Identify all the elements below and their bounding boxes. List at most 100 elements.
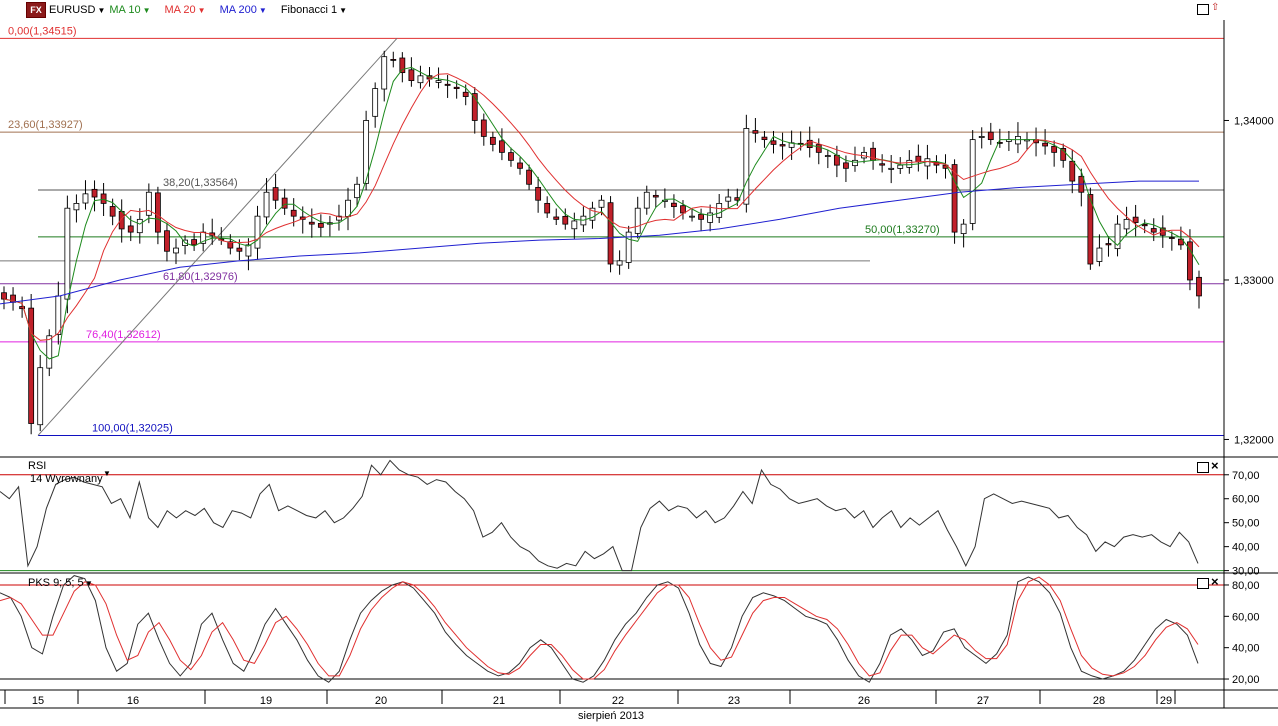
candle-body bbox=[363, 120, 370, 184]
ma20-label: MA 20 bbox=[164, 4, 196, 16]
candle-body bbox=[453, 86, 460, 89]
pks-tick-label: 60,00 bbox=[1232, 611, 1260, 623]
candle-body bbox=[634, 207, 641, 234]
caret-down-icon: ▼ bbox=[258, 5, 267, 15]
pks-maximize-button[interactable] bbox=[1197, 578, 1209, 589]
rsi-line bbox=[0, 459, 1199, 572]
candle-body bbox=[1141, 224, 1148, 227]
candle-body bbox=[444, 83, 451, 86]
candle-body bbox=[471, 93, 478, 121]
candle-body bbox=[643, 191, 650, 209]
candle-body bbox=[480, 119, 487, 137]
ma20-line bbox=[3, 73, 1200, 341]
candle-body bbox=[281, 197, 288, 209]
candle-body bbox=[1105, 243, 1112, 246]
candle-body bbox=[191, 239, 198, 246]
candle-body bbox=[996, 142, 1003, 144]
axes-layer: 1,34000 1,33000 1,32000 70,00 60,00 50,00 40,0… bbox=[0, 20, 1278, 709]
candle-body bbox=[1069, 160, 1076, 182]
caret-down-icon: ▼ bbox=[197, 5, 206, 15]
candle-body bbox=[1177, 238, 1184, 246]
candle-body bbox=[372, 88, 379, 117]
candle-body bbox=[978, 136, 985, 138]
ma200-label: MA 200 bbox=[219, 4, 257, 16]
ma10-selector[interactable]: MA 10 ▼ bbox=[109, 4, 150, 16]
pks-settings-caret-icon[interactable]: ▼ bbox=[85, 579, 93, 588]
pks-close-button[interactable]: × bbox=[1211, 574, 1219, 589]
candle-body bbox=[671, 202, 677, 208]
caret-down-icon: ▼ bbox=[142, 5, 151, 15]
candle-body bbox=[489, 136, 496, 145]
pks-tick-label: 40,00 bbox=[1232, 643, 1260, 655]
candle-body bbox=[263, 191, 270, 218]
candle-body bbox=[55, 295, 62, 335]
candle-body bbox=[544, 202, 551, 214]
pks-title: PKS 9; 5; 5 bbox=[28, 577, 84, 589]
candle-body bbox=[1196, 276, 1202, 297]
candle-body bbox=[824, 155, 831, 157]
pks-tick-label: 80,00 bbox=[1232, 580, 1260, 592]
candle-body bbox=[1051, 145, 1058, 153]
rsi-layer bbox=[0, 459, 1224, 572]
ma20-selector[interactable]: MA 20 ▼ bbox=[164, 4, 205, 16]
rsi-tick-label: 70,00 bbox=[1232, 470, 1260, 482]
candle-body bbox=[245, 244, 252, 257]
pks-layer bbox=[0, 575, 1224, 683]
candle-body bbox=[354, 183, 360, 199]
rsi-maximize-button[interactable] bbox=[1197, 462, 1209, 473]
maximize-button[interactable] bbox=[1197, 4, 1209, 15]
fibonacci-selector[interactable]: Fibonacci 1 ▼ bbox=[281, 4, 347, 16]
rsi-close-button[interactable]: × bbox=[1211, 458, 1219, 473]
candle-body bbox=[1042, 142, 1048, 147]
ma10-line bbox=[3, 66, 1200, 360]
candle-body bbox=[1123, 218, 1130, 230]
candle-body bbox=[308, 221, 315, 225]
candle-body bbox=[408, 69, 415, 82]
candle-body bbox=[508, 152, 514, 161]
candle-body bbox=[598, 199, 605, 208]
candle-body bbox=[499, 140, 505, 153]
fib-level-label: 76,40(1,32612) bbox=[86, 329, 161, 341]
pin-icon[interactable]: ⇧ bbox=[1211, 2, 1220, 13]
candle-body bbox=[843, 162, 849, 169]
rsi-settings-caret-icon[interactable]: ▼ bbox=[103, 469, 111, 478]
candle-body bbox=[37, 367, 44, 426]
candle-body bbox=[1150, 228, 1157, 233]
fibonacci-layer: 0,00(1,34515) 23,60(1,33927) 38,20(1,33564… bbox=[0, 25, 1224, 436]
candle-body bbox=[779, 144, 786, 147]
day-label: 27 bbox=[977, 695, 989, 707]
day-label: 15 bbox=[32, 695, 44, 707]
fib-level-label: 100,00(1,32025) bbox=[92, 422, 173, 434]
candle-body bbox=[272, 187, 279, 201]
candle-body bbox=[91, 188, 98, 198]
candle-body bbox=[698, 213, 704, 220]
candle-body bbox=[535, 186, 542, 201]
chart-toolbar: FX EURUSD ▼ MA 10 ▼ MA 20 ▼ MA 200 ▼ Fibonac… bbox=[0, 0, 361, 20]
symbol-selector[interactable]: EURUSD ▼ bbox=[49, 4, 105, 16]
candle-body bbox=[462, 91, 469, 97]
pks-tick-label: 20,00 bbox=[1232, 674, 1260, 686]
candle-body bbox=[236, 247, 243, 252]
ma200-selector[interactable]: MA 200 ▼ bbox=[220, 4, 267, 16]
candle-body bbox=[517, 162, 523, 169]
candle-body bbox=[761, 136, 768, 141]
candle-body bbox=[1168, 237, 1175, 239]
candle-body bbox=[607, 202, 614, 265]
fib-level-label: 0,00(1,34515) bbox=[8, 25, 77, 37]
candle-body bbox=[1015, 136, 1021, 145]
pks-d-line bbox=[0, 576, 1199, 680]
fib-level-label: 38,20(1,33564) bbox=[163, 177, 238, 189]
candle-body bbox=[100, 193, 107, 204]
day-label: 23 bbox=[728, 695, 740, 707]
day-label: 21 bbox=[493, 695, 505, 707]
candle-body bbox=[770, 140, 777, 145]
rsi-tick-label: 30,00 bbox=[1232, 566, 1260, 578]
day-label: 22 bbox=[612, 695, 624, 707]
candle-body bbox=[616, 260, 623, 266]
day-label: 28 bbox=[1093, 695, 1105, 707]
candle-body bbox=[1087, 194, 1094, 265]
symbol-label: EURUSD bbox=[49, 4, 96, 16]
fib-level-label: 61,80(1,32976) bbox=[163, 271, 238, 283]
